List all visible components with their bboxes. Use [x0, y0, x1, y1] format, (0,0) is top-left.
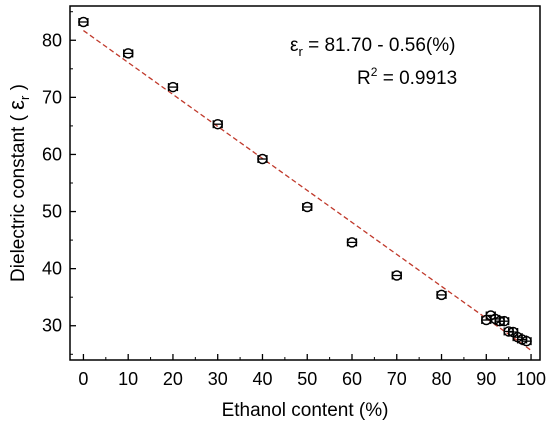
- x-axis-ticks: 0 10 20 30 40 50 60 70 80 90 100: [78, 354, 546, 389]
- data-point-marker: [521, 335, 532, 347]
- data-point-marker: [498, 315, 510, 327]
- data-points: [78, 16, 532, 347]
- y-axis-label-prefix: Dielectric constant (: [8, 110, 29, 282]
- data-point-marker: [391, 270, 403, 281]
- r-squared-rest: = 0.9913: [377, 68, 457, 89]
- data-point-marker: [436, 289, 447, 301]
- x-tick-label: 30: [208, 369, 228, 389]
- data-point-marker: [78, 16, 89, 28]
- data-point: [78, 16, 89, 28]
- x-tick-label: 70: [387, 369, 407, 389]
- data-point: [301, 201, 313, 213]
- r-squared-prefix: R: [357, 68, 371, 89]
- x-tick-label: 0: [78, 369, 88, 389]
- y-tick-label: 40: [42, 259, 62, 279]
- data-point: [391, 270, 403, 281]
- y-tick-label: 30: [42, 316, 62, 336]
- data-point: [212, 118, 223, 130]
- y-axis-ticks: 30 40 50 60 70 80: [42, 11, 76, 355]
- y-axis-label-subscript: r: [17, 95, 32, 100]
- x-tick-label: 100: [516, 369, 546, 389]
- fit-line: [83, 30, 532, 351]
- data-point: [498, 315, 510, 327]
- data-point: [167, 81, 179, 93]
- data-point: [122, 48, 134, 59]
- data-point-marker: [167, 81, 179, 93]
- equation-subscript: r: [298, 44, 303, 59]
- data-point-marker: [212, 118, 223, 130]
- x-tick-label: 50: [297, 369, 317, 389]
- x-tick-label: 90: [476, 369, 496, 389]
- y-axis-label-symbol: ε: [4, 100, 29, 110]
- x-tick-label: 80: [432, 369, 452, 389]
- data-point: [257, 153, 268, 165]
- x-tick-label: 10: [118, 369, 138, 389]
- x-axis-label: Ethanol content (%): [222, 400, 389, 421]
- y-axis-label-suffix: ): [8, 84, 29, 96]
- data-point: [346, 237, 358, 248]
- y-tick-label: 60: [42, 144, 62, 164]
- data-point: [436, 289, 447, 301]
- data-point-marker: [301, 201, 313, 213]
- r-squared-annotation: R2 = 0.9913: [357, 65, 457, 89]
- data-point-marker: [122, 48, 134, 59]
- data-point: [521, 335, 532, 347]
- data-point-marker: [257, 153, 268, 165]
- equation-annotation: εr = 81.70 - 0.56(%): [290, 35, 455, 59]
- x-tick-label: 40: [252, 369, 272, 389]
- equation-rest: = 81.70 - 0.56(%): [303, 35, 456, 56]
- data-point-marker: [346, 237, 358, 248]
- y-axis-label: Dielectric constant ( εr ): [4, 84, 32, 282]
- y-tick-label: 50: [42, 202, 62, 222]
- y-tick-label: 80: [42, 30, 62, 50]
- r-squared-superscript: 2: [371, 65, 378, 79]
- x-tick-label: 60: [342, 369, 362, 389]
- equation-symbol: ε: [290, 35, 299, 56]
- y-tick-label: 70: [42, 87, 62, 107]
- x-tick-label: 20: [163, 369, 183, 389]
